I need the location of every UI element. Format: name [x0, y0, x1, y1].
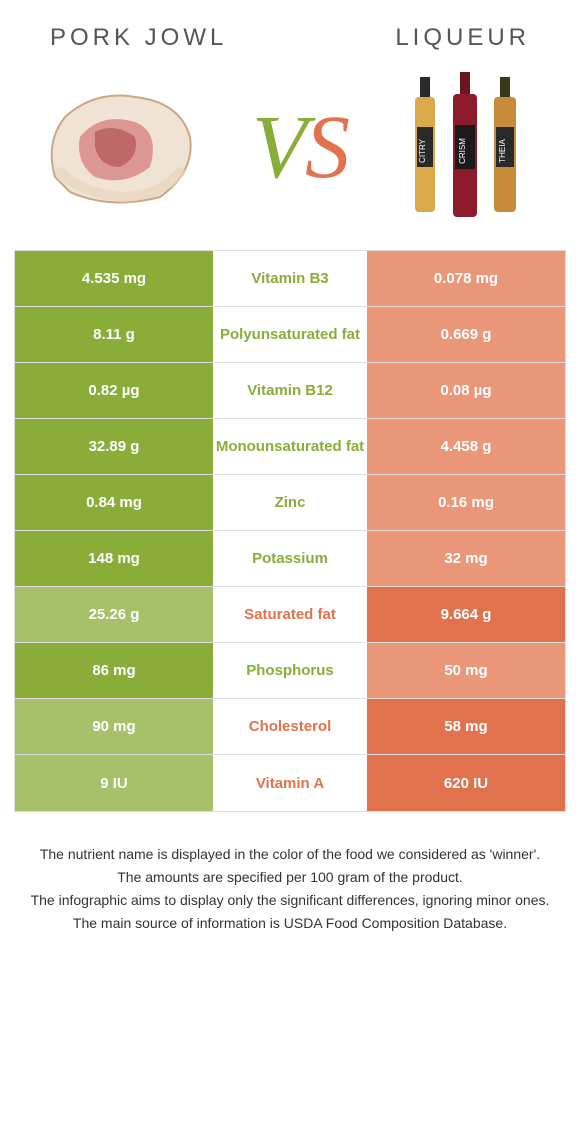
value-left: 9 IU: [15, 755, 213, 811]
table-row: 90 mgCholesterol58 mg: [15, 699, 565, 755]
value-right: 0.669 g: [367, 307, 565, 362]
table-row: 25.26 gSaturated fat9.664 g: [15, 587, 565, 643]
value-right: 9.664 g: [367, 587, 565, 642]
title-right: LIQUEUR: [395, 24, 530, 52]
value-left: 0.84 mg: [15, 475, 213, 530]
vs-v: V: [252, 98, 305, 197]
nutrient-label: Vitamin B12: [213, 363, 367, 418]
nutrient-label: Saturated fat: [213, 587, 367, 642]
value-left: 86 mg: [15, 643, 213, 698]
pork-jowl-image: [40, 82, 200, 212]
nutrient-label: Zinc: [213, 475, 367, 530]
svg-text:CRISM: CRISM: [458, 138, 467, 164]
table-row: 0.84 mgZinc0.16 mg: [15, 475, 565, 531]
value-right: 0.16 mg: [367, 475, 565, 530]
title-left: PORK JOWL: [50, 24, 227, 52]
vs-label: VS: [252, 96, 348, 199]
value-left: 148 mg: [15, 531, 213, 586]
table-row: 148 mgPotassium32 mg: [15, 531, 565, 587]
header: PORK JOWL LIQUEUR: [0, 0, 580, 62]
footer-line: The infographic aims to display only the…: [30, 890, 550, 911]
nutrient-label: Phosphorus: [213, 643, 367, 698]
table-row: 32.89 gMonounsaturated fat4.458 g: [15, 419, 565, 475]
footer-line: The nutrient name is displayed in the co…: [30, 844, 550, 865]
table-row: 0.82 µgVitamin B120.08 µg: [15, 363, 565, 419]
footer-line: The main source of information is USDA F…: [30, 913, 550, 934]
nutrient-label: Potassium: [213, 531, 367, 586]
value-right: 0.078 mg: [367, 251, 565, 306]
value-left: 90 mg: [15, 699, 213, 754]
nutrient-label: Polyunsaturated fat: [213, 307, 367, 362]
comparison-table: 4.535 mgVitamin B30.078 mg8.11 gPolyunsa…: [14, 250, 566, 812]
table-row: 86 mgPhosphorus50 mg: [15, 643, 565, 699]
nutrient-label: Monounsaturated fat: [213, 419, 367, 474]
nutrient-label: Cholesterol: [213, 699, 367, 754]
value-left: 25.26 g: [15, 587, 213, 642]
vs-s: S: [305, 98, 348, 197]
value-left: 0.82 µg: [15, 363, 213, 418]
value-right: 50 mg: [367, 643, 565, 698]
nutrient-label: Vitamin B3: [213, 251, 367, 306]
table-row: 8.11 gPolyunsaturated fat0.669 g: [15, 307, 565, 363]
value-right: 58 mg: [367, 699, 565, 754]
svg-text:THEIA: THEIA: [498, 139, 507, 163]
value-right: 0.08 µg: [367, 363, 565, 418]
value-left: 4.535 mg: [15, 251, 213, 306]
value-right: 620 IU: [367, 755, 565, 811]
liqueur-image: CITRY CRISM THEIA: [400, 67, 540, 227]
svg-text:CITRY: CITRY: [418, 138, 427, 163]
nutrient-label: Vitamin A: [213, 755, 367, 811]
value-left: 8.11 g: [15, 307, 213, 362]
hero-row: VS CITRY CRISM THEIA: [0, 62, 580, 242]
footer-notes: The nutrient name is displayed in the co…: [30, 844, 550, 934]
value-right: 4.458 g: [367, 419, 565, 474]
value-right: 32 mg: [367, 531, 565, 586]
table-row: 9 IUVitamin A620 IU: [15, 755, 565, 811]
footer-line: The amounts are specified per 100 gram o…: [30, 867, 550, 888]
value-left: 32.89 g: [15, 419, 213, 474]
table-row: 4.535 mgVitamin B30.078 mg: [15, 251, 565, 307]
